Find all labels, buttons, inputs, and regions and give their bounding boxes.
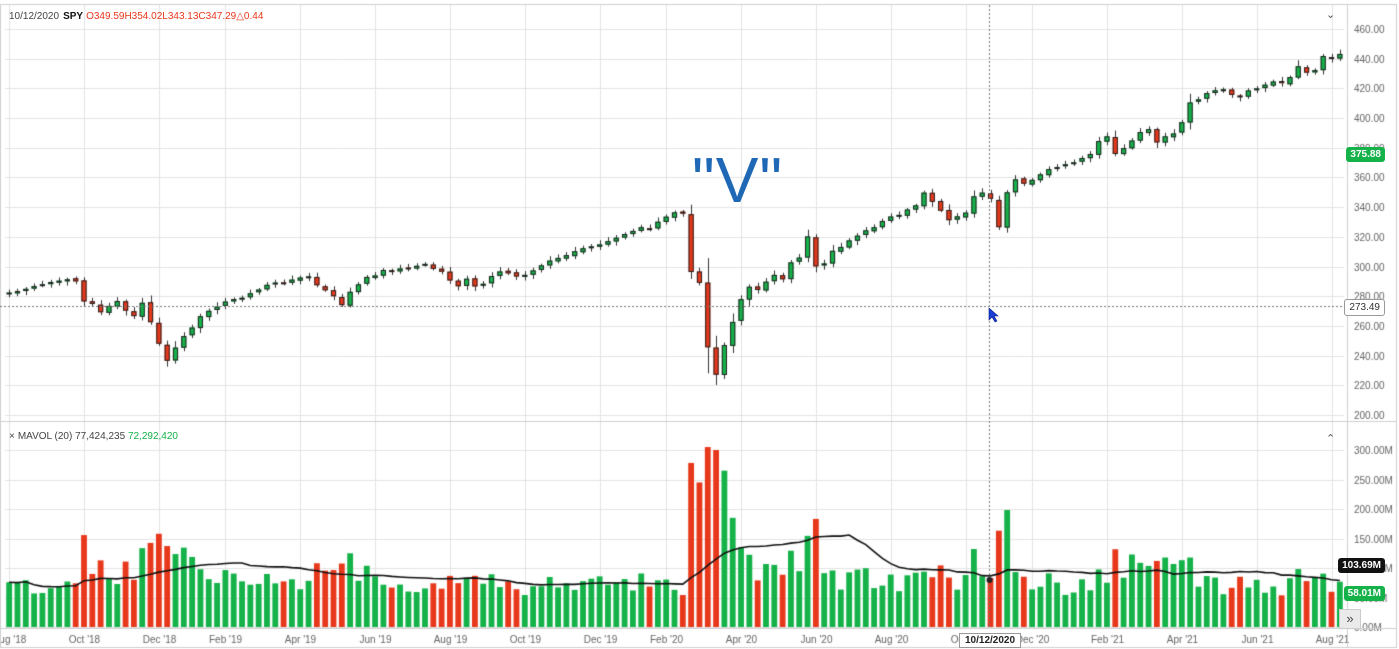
header-high: H354.02	[124, 11, 163, 22]
cursor-date-tag: 10/12/2020	[959, 633, 1022, 648]
volume-header: × MAVOL (20) 77,424,235 72,292,420	[9, 431, 178, 442]
scroll-right-button[interactable]: »	[1339, 609, 1361, 629]
header-close: C347.29	[198, 11, 237, 22]
cursor-price-tag: 273.49	[1344, 299, 1385, 316]
volume-indicator-label: MAVOL (20)	[17, 431, 73, 442]
ohlc-header: 10/12/2020 SPY O349.59H354.02L343.13C347.2…	[9, 11, 263, 22]
ma-volume-tag: 103.69M	[1338, 558, 1385, 573]
header-date: 10/12/2020	[9, 11, 60, 22]
header-low: L343.13	[162, 11, 199, 22]
chevron-down-icon[interactable]: ⌄	[1326, 9, 1336, 21]
volume-value: 77,424,235	[75, 431, 126, 442]
volume-ma-value: 72,292,420	[127, 431, 178, 442]
last-volume-tag: 58.01M	[1343, 586, 1385, 601]
last-price-tag: 375.88	[1346, 147, 1385, 162]
mouse-pointer-icon	[988, 307, 999, 323]
chevron-up-icon[interactable]: ⌃	[1326, 433, 1336, 445]
header-symbol: SPY	[63, 11, 84, 22]
v-annotation: "V"	[692, 144, 784, 216]
header-change: △0.44	[236, 11, 264, 22]
close-icon[interactable]: ×	[9, 431, 15, 442]
header-open: O349.59	[86, 11, 125, 22]
